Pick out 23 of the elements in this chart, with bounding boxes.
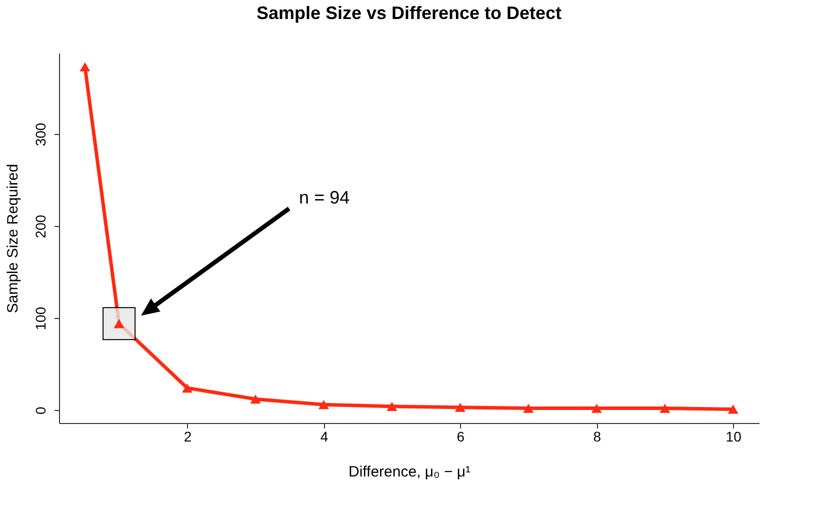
x-tick-label: 6 <box>456 428 465 444</box>
point <box>454 402 466 412</box>
x-axis-title: Difference, μ₀ − μ¹ <box>348 464 471 480</box>
point <box>250 394 261 404</box>
point <box>318 400 329 410</box>
annotation: n = 94 <box>299 188 350 208</box>
x-tick-label: 10 <box>726 428 742 444</box>
x-tick-label: 8 <box>593 428 602 444</box>
point <box>660 404 670 413</box>
chart-title: Sample Size vs Difference to Detect <box>256 3 562 23</box>
y-tick-label: 100 <box>32 306 48 330</box>
y-tick-label: 0 <box>32 406 48 415</box>
point <box>728 404 738 414</box>
x-tick-label: 4 <box>320 428 328 444</box>
y-tick-label: 200 <box>32 214 48 238</box>
point <box>386 402 398 411</box>
point <box>591 404 602 413</box>
point <box>182 383 193 393</box>
point <box>523 404 534 413</box>
y-tick-label: 300 <box>32 122 48 146</box>
point <box>80 62 90 72</box>
y-axis-title: Sample Size Required <box>4 164 22 314</box>
x-tick-label: 2 <box>184 428 192 444</box>
